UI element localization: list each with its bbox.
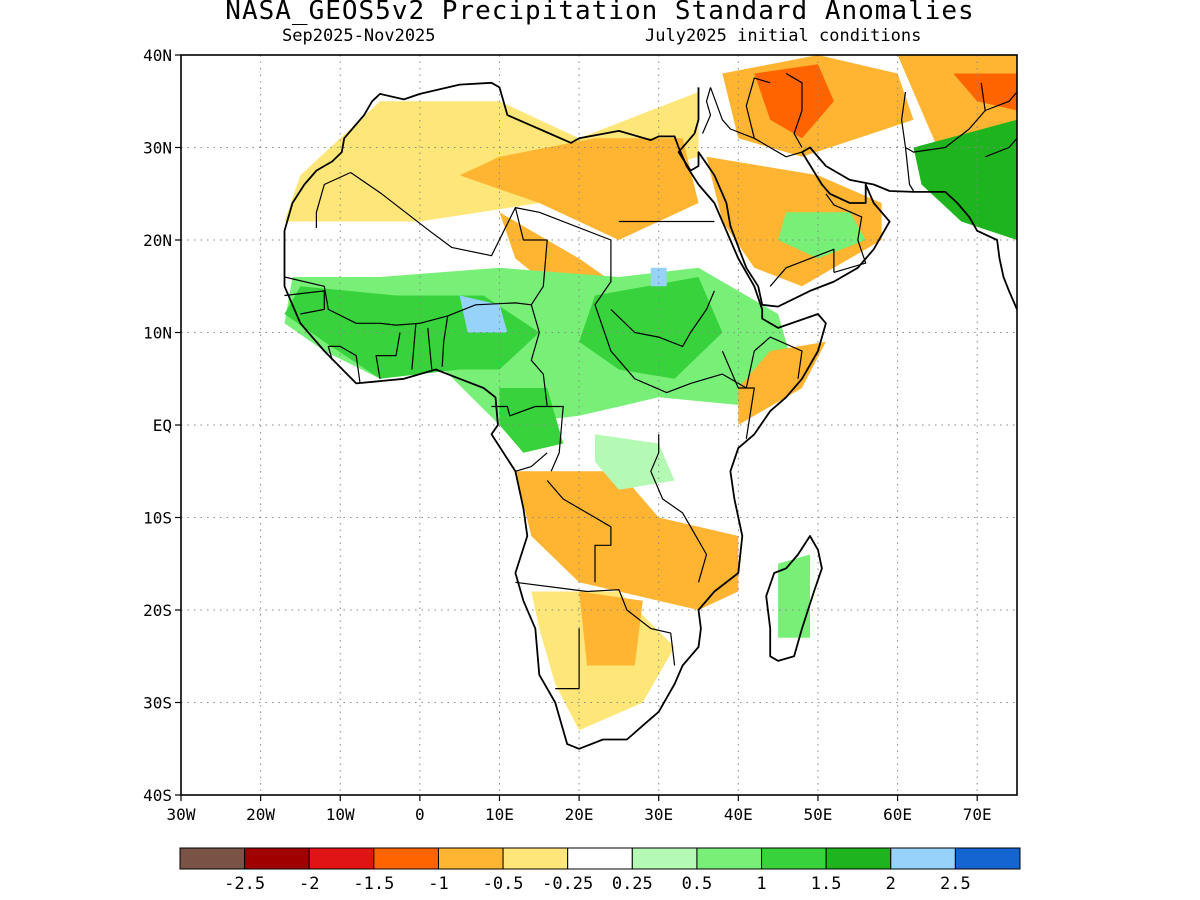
coastline <box>677 87 1017 310</box>
anomaly-region-0 <box>284 92 699 222</box>
colorbar-swatch <box>502 847 569 870</box>
country-border <box>514 207 548 306</box>
anomaly-region-21 <box>778 554 810 638</box>
lat-tick-label: EQ <box>153 416 172 435</box>
country-border <box>701 87 712 134</box>
lon-tick-label: 50E <box>803 805 832 824</box>
lon-tick-label: 30W <box>167 805 196 824</box>
colorbar-swatch <box>437 847 504 870</box>
lon-tick-label: 70E <box>963 805 992 824</box>
country-border <box>709 87 803 158</box>
lon-tick-label: 40E <box>724 805 753 824</box>
colorbar-label: 1 <box>756 874 766 894</box>
country-border <box>491 405 548 417</box>
boundaries-layer <box>283 72 1017 750</box>
country-border <box>769 248 835 287</box>
lon-tick-label: 20W <box>246 805 275 824</box>
country-border <box>315 171 351 228</box>
lat-tick-label: 40N <box>143 46 172 65</box>
colorbar-swatch <box>308 847 375 870</box>
country-border <box>745 77 771 139</box>
lon-tick-label: 30E <box>644 805 673 824</box>
colorbar: -2.5 -2 -1.5 -1 -0.5 -0.25 0.25 0.5 1 1.5 2 2.5 <box>179 847 1021 894</box>
map-title: NASA_GEOS5v2 Precipitation Standard Anom… <box>225 0 975 26</box>
colorbar-label: -2.5 <box>224 874 265 894</box>
country-border <box>785 72 803 148</box>
anomaly-region-16 <box>778 212 866 259</box>
lon-tick-label: 10W <box>326 805 355 824</box>
lat-tick-label: 40S <box>143 786 172 805</box>
anomaly-region-22 <box>595 434 675 490</box>
country-border <box>350 172 803 394</box>
country-border <box>984 137 1017 158</box>
anomaly-region-20 <box>738 341 826 425</box>
country-border <box>610 290 715 347</box>
anomaly-region-17 <box>515 471 739 610</box>
country-border <box>825 193 867 273</box>
country-border <box>284 290 325 315</box>
country-border <box>984 91 1017 112</box>
country-border <box>375 332 401 379</box>
lon-tick-label: 0 <box>415 805 425 824</box>
colorbar-swatch <box>179 847 246 870</box>
colorbar-swatch <box>567 847 633 870</box>
anomaly-region-15 <box>913 119 1017 240</box>
lon-tick-label: 10E <box>485 805 514 824</box>
lat-tick-label: 30N <box>143 139 172 158</box>
lon-tick-label: 20E <box>565 805 594 824</box>
colorbar-swatch <box>631 847 698 870</box>
colorbar-swatch <box>696 847 763 870</box>
coastline <box>283 81 827 750</box>
colorbar-label: -1 <box>428 874 448 894</box>
colorbar-label: -1.5 <box>353 874 394 894</box>
country-border <box>515 452 548 472</box>
colorbar-swatch <box>761 847 827 870</box>
anomaly-fill-layer <box>284 55 1017 731</box>
country-border <box>555 628 580 690</box>
country-border <box>721 350 755 439</box>
colorbar-swatch <box>244 847 310 870</box>
colorbar-label: 0.5 <box>682 874 713 894</box>
colorbar-label: 2.5 <box>940 874 971 894</box>
anomaly-region-6 <box>754 64 834 139</box>
country-border <box>515 581 676 666</box>
lon-tick-label: 60E <box>883 805 912 824</box>
lat-tick-label: 30S <box>143 694 172 713</box>
colorbar-label: -0.25 <box>542 874 593 894</box>
anomaly-region-1 <box>459 138 699 240</box>
country-border <box>411 323 417 370</box>
colorbar-label: 2 <box>886 874 896 894</box>
colorbar-label: 1.5 <box>811 874 842 894</box>
lat-tick-label: 20S <box>143 601 172 620</box>
colorbar-label: -0.5 <box>483 874 524 894</box>
country-border <box>650 434 708 583</box>
graticule <box>181 55 1017 795</box>
country-border <box>427 327 433 370</box>
initial-conditions: July2025 initial conditions <box>645 26 922 46</box>
colorbar-label: -2 <box>299 874 319 894</box>
colorbar-swatch <box>890 847 956 870</box>
country-border <box>327 345 361 384</box>
lat-tick-label: 10N <box>143 324 172 343</box>
forecast-period: Sep2025-Nov2025 <box>282 26 436 46</box>
colorbar-label: 0.25 <box>612 874 653 894</box>
lat-tick-label: 20N <box>143 231 172 250</box>
colorbar-swatch <box>825 847 892 870</box>
colorbar-swatch <box>373 847 439 870</box>
lat-tick-label: 10S <box>143 509 172 528</box>
country-border <box>441 315 449 367</box>
anomaly-region-10 <box>579 277 723 379</box>
country-border <box>905 82 986 153</box>
country-border <box>546 480 612 583</box>
anomaly-region-12 <box>459 295 508 333</box>
colorbar-swatch <box>954 847 1021 870</box>
anomaly-region-7 <box>953 73 1017 111</box>
island-outline <box>765 535 823 662</box>
anomaly-region-19 <box>579 591 643 666</box>
